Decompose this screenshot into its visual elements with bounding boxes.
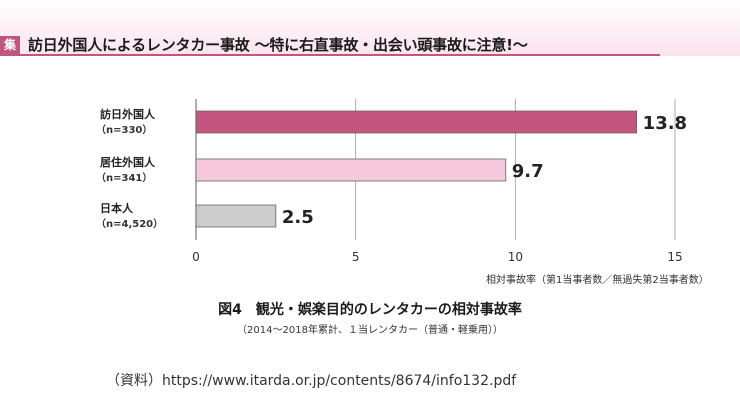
bar xyxy=(195,110,638,134)
header-banner: 集 訪日外国人によるレンタカー事故 ～特に右直事故・出会い頭事故に注意!～ xyxy=(0,0,740,56)
bar xyxy=(195,158,507,182)
category-label: 居住外国人 xyxy=(100,155,156,169)
figure-title: 図4 観光・娯楽目的のレンタカーの相対事故率 xyxy=(0,299,740,319)
header-title: 訪日外国人によるレンタカー事故 ～特に右直事故・出会い頭事故に注意!～ xyxy=(28,36,528,54)
bar-chart: 13.8 訪日外国人 （n=330） 9.7 居住外国人 （n=341） 2.5 日本人 （n=… xyxy=(96,99,709,286)
bar-value-label: 13.8 xyxy=(643,113,687,134)
figure-subtitle: （2014～2018年累計、１当レンタカー（普通・軽乗用）） xyxy=(237,325,503,336)
category-count-label: （n=341） xyxy=(96,171,152,184)
x-tick-label: 10 xyxy=(508,250,523,264)
category-label: 日本人 xyxy=(100,201,134,215)
x-tick-label: 0 xyxy=(192,250,200,264)
figure-number: 図4 xyxy=(218,302,242,318)
bar xyxy=(195,204,277,228)
bar-value-label: 9.7 xyxy=(512,161,544,182)
source-note: （資料）https://www.itarda.or.jp/contents/86… xyxy=(106,373,517,389)
x-axis-label: 相対事故率（第1当事者数／無過失第2当事者数） xyxy=(486,273,709,286)
bar-layer xyxy=(195,110,638,228)
category-count-label: （n=330） xyxy=(96,123,152,136)
category-label: 訪日外国人 xyxy=(100,107,156,121)
chart-panel: 13.8 訪日外国人 （n=330） 9.7 居住外国人 （n=341） 2.5 日本人 （n=… xyxy=(14,64,726,350)
category-count-label: （n=4,520） xyxy=(96,217,163,230)
bar-value-label: 2.5 xyxy=(282,207,314,228)
header-badge: 集 xyxy=(0,36,20,54)
x-tick-label: 15 xyxy=(667,250,682,264)
header-underline xyxy=(0,54,660,56)
label-layer: 13.8 訪日外国人 （n=330） 9.7 居住外国人 （n=341） 2.5 日本人 （n=… xyxy=(96,107,687,230)
x-tick-label: 5 xyxy=(352,250,360,264)
tick-layer: 0 5 10 15 xyxy=(192,250,682,264)
figure-title-text: 観光・娯楽目的のレンタカーの相対事故率 xyxy=(255,302,522,318)
